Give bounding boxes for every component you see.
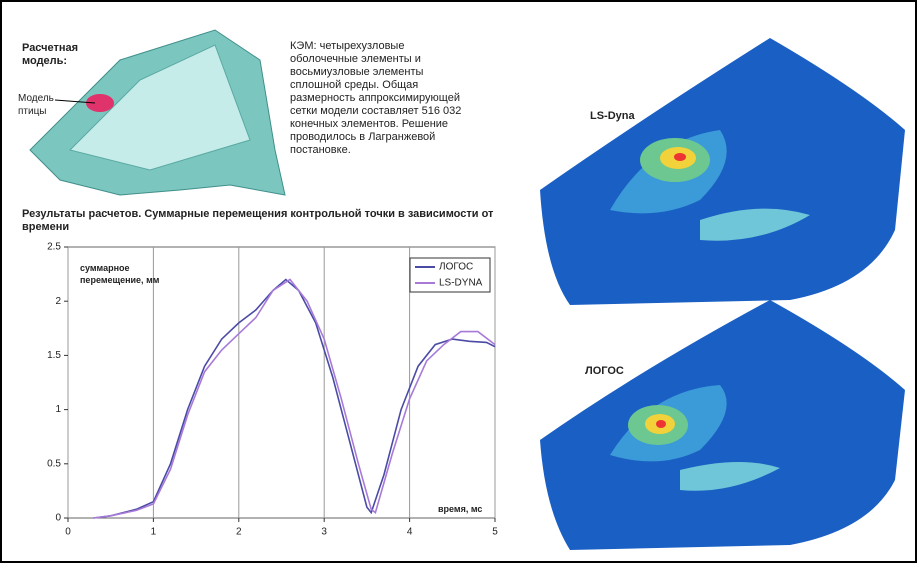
x-tick-label: 5	[492, 527, 498, 538]
y-tick-label: 0	[55, 513, 61, 524]
y-tick-label: 1	[55, 404, 61, 415]
legend-label: ЛОГОС	[439, 262, 473, 273]
chart-title: Результаты расчетов. Суммарные перемещен…	[22, 208, 502, 234]
contour-ls-dyna	[540, 38, 905, 305]
x-tick-label: 0	[65, 527, 71, 538]
legend-label: LS-DYNA	[439, 278, 483, 289]
x-tick-label: 1	[151, 527, 157, 538]
x-tick-label: 3	[321, 527, 327, 538]
y-tick-label: 2.5	[47, 242, 61, 253]
bird-label: Модель птицы	[18, 92, 68, 118]
y-tick-label: 0.5	[47, 458, 61, 469]
contour-label: LS-Dyna	[590, 110, 635, 123]
description: КЭМ: четырехузловые оболочечные элементы…	[290, 40, 465, 157]
y-tick-label: 2	[55, 296, 61, 307]
x-axis-label: время, мс	[438, 503, 482, 516]
x-tick-label: 4	[407, 527, 413, 538]
y-axis-label: суммарное перемещение, мм	[80, 262, 180, 286]
y-tick-label: 1.5	[47, 350, 61, 361]
contour-logos	[540, 300, 905, 550]
figure: 0 1 2 3 4 5 0 0.5 1 1.5 2 2.5 ЛОГОС LS-DYNA Расчетная…	[0, 0, 917, 563]
x-tick-label: 2	[236, 527, 242, 538]
contour-label: ЛОГОС	[585, 365, 624, 378]
model-label: Расчетная модель:	[22, 42, 92, 68]
